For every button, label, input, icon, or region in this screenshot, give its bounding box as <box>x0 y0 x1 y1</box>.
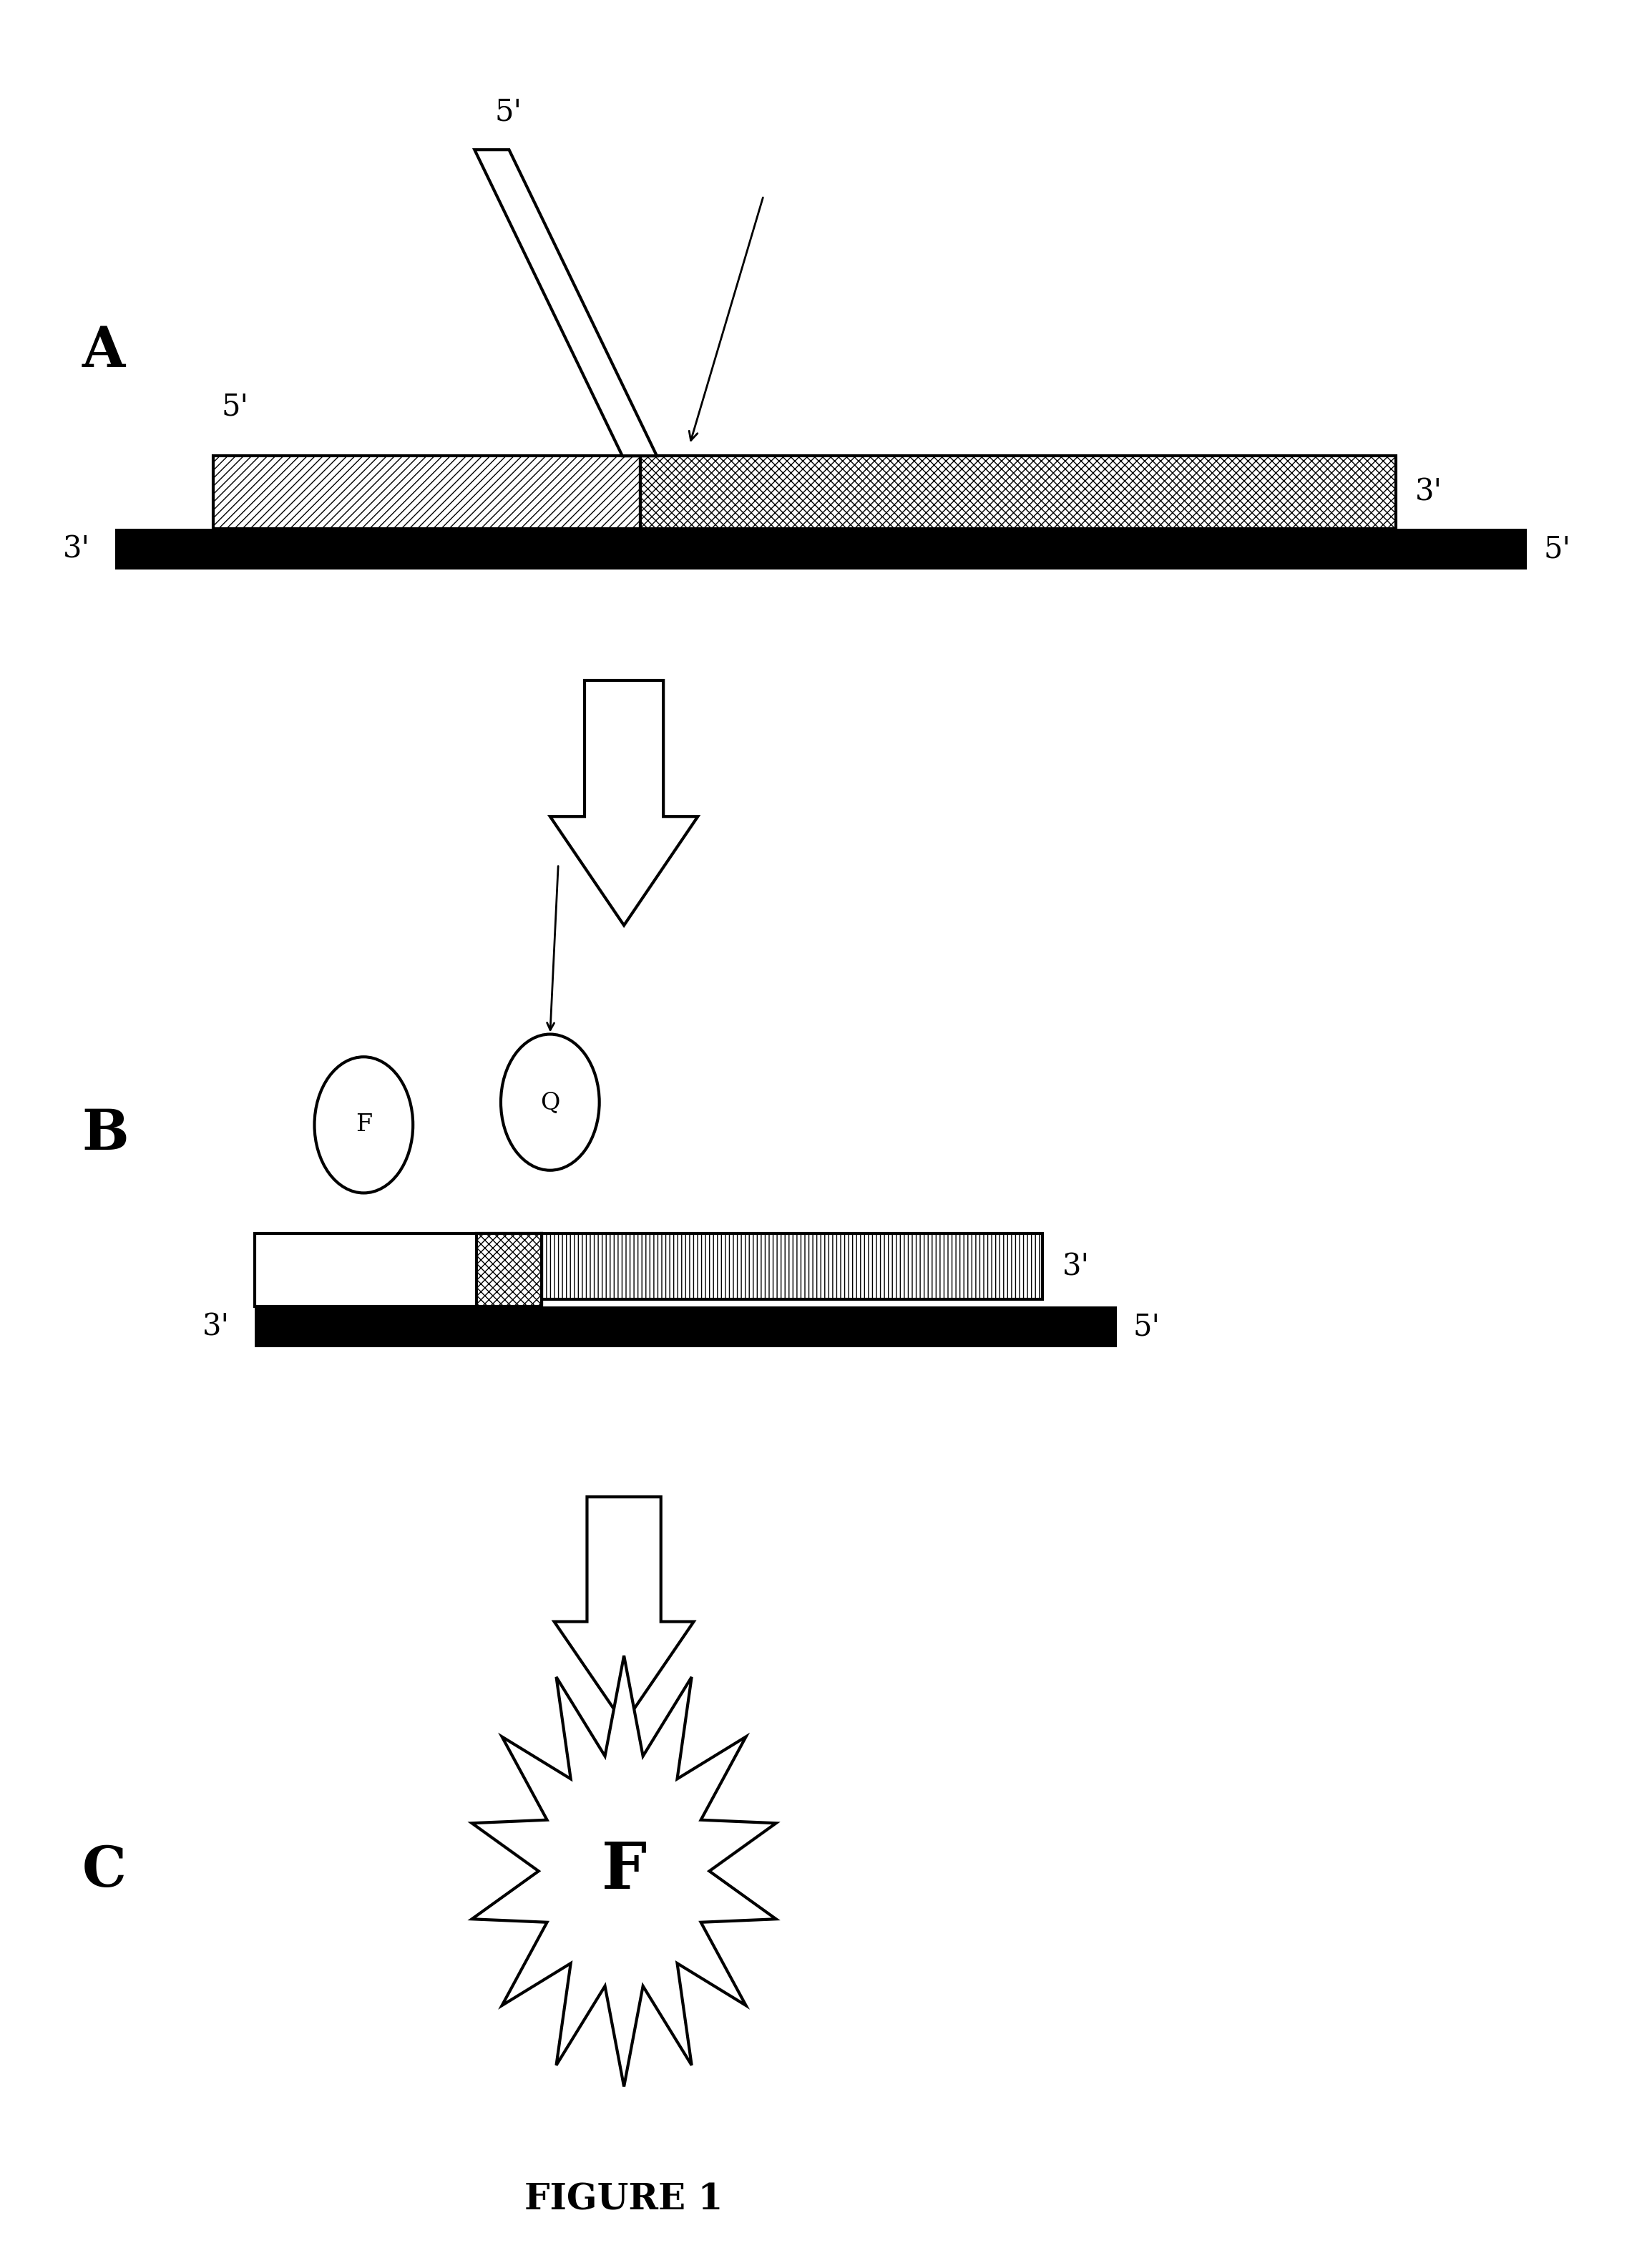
Text: F: F <box>601 1839 647 1903</box>
Text: A: A <box>82 324 125 379</box>
Text: Q: Q <box>540 1091 560 1114</box>
Polygon shape <box>471 1656 777 2087</box>
Text: 5': 5' <box>1133 1311 1161 1343</box>
Text: 5': 5' <box>222 392 250 422</box>
Text: F: F <box>355 1114 373 1136</box>
Text: 3': 3' <box>1062 1252 1090 1281</box>
Bar <box>115 528 1527 569</box>
Text: C: C <box>82 1844 126 1898</box>
Bar <box>640 456 1396 528</box>
Bar <box>476 1234 542 1306</box>
Bar <box>255 1234 542 1306</box>
Polygon shape <box>475 150 657 456</box>
Text: 5': 5' <box>1543 533 1571 565</box>
Polygon shape <box>550 680 698 925</box>
Bar <box>542 1234 1043 1300</box>
Text: 3': 3' <box>202 1311 230 1343</box>
Circle shape <box>314 1057 412 1193</box>
Polygon shape <box>553 1497 693 1724</box>
Circle shape <box>501 1034 599 1170</box>
Text: 3': 3' <box>62 533 90 565</box>
Text: 3': 3' <box>1415 476 1443 508</box>
Text: FIGURE 1: FIGURE 1 <box>525 2182 722 2218</box>
Bar <box>255 1306 1117 1347</box>
Bar <box>213 456 640 528</box>
Text: B: B <box>82 1107 130 1161</box>
Text: 5': 5' <box>494 98 522 127</box>
